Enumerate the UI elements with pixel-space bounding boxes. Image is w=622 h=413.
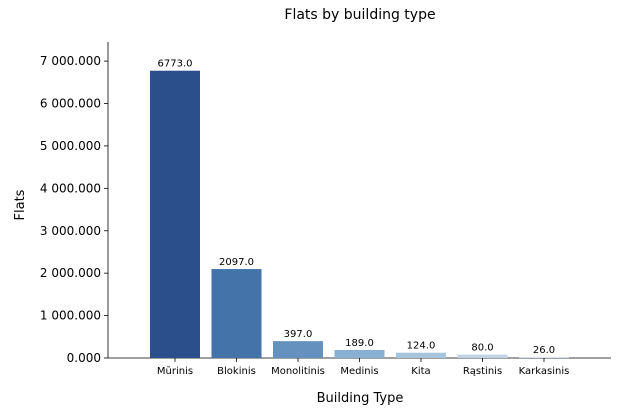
data-labels: 6773.0 2097.0 397.0 189.0 124.0 80.0 26.0 [158, 59, 556, 356]
bar [150, 70, 200, 359]
bar [457, 354, 508, 358]
bar [334, 349, 385, 358]
y-axis-label: Flats [13, 189, 28, 220]
y-tick-label: 0.000 [67, 351, 101, 365]
x-tick-label: Monolitinis [271, 366, 325, 377]
bar [396, 352, 446, 358]
x-ticks: Mūrinis Blokinis Monolitinis Medinis Kita Rąs… [157, 358, 569, 377]
x-axis-label: Building Type [317, 391, 404, 406]
x-tick-label: Kita [411, 366, 430, 377]
data-label: 2097.0 [219, 257, 254, 268]
bar [519, 356, 569, 358]
y-tick-label: 2 000.000 [40, 266, 101, 280]
y-tick-label: 1 000.000 [40, 309, 101, 323]
chart-title: Flats by building type [284, 7, 435, 23]
data-label: 189.0 [345, 338, 374, 349]
y-tick-label: 3 000.000 [40, 224, 101, 238]
bar [211, 269, 262, 358]
data-label: 80.0 [471, 343, 493, 354]
x-tick-label: Blokinis [217, 366, 256, 377]
y-tick-label: 4 000.000 [40, 181, 101, 195]
y-tick-label: 6 000.000 [40, 97, 101, 111]
x-tick-label: Mūrinis [157, 366, 193, 377]
y-ticks: 0.000 1 000.000 2 000.000 3 000.000 4 000.00… [40, 54, 108, 365]
data-label: 397.0 [284, 329, 313, 340]
y-tick-label: 7 000.000 [40, 54, 101, 68]
bars [150, 70, 569, 359]
x-tick-label: Karkasinis [519, 366, 570, 377]
data-label: 124.0 [407, 341, 436, 352]
data-label: 6773.0 [158, 59, 193, 70]
y-tick-label: 5 000.000 [40, 139, 101, 153]
x-tick-label: Medinis [340, 366, 378, 377]
data-label: 26.0 [533, 345, 555, 356]
bar [273, 341, 323, 358]
x-tick-label: Rąstinis [463, 366, 502, 377]
